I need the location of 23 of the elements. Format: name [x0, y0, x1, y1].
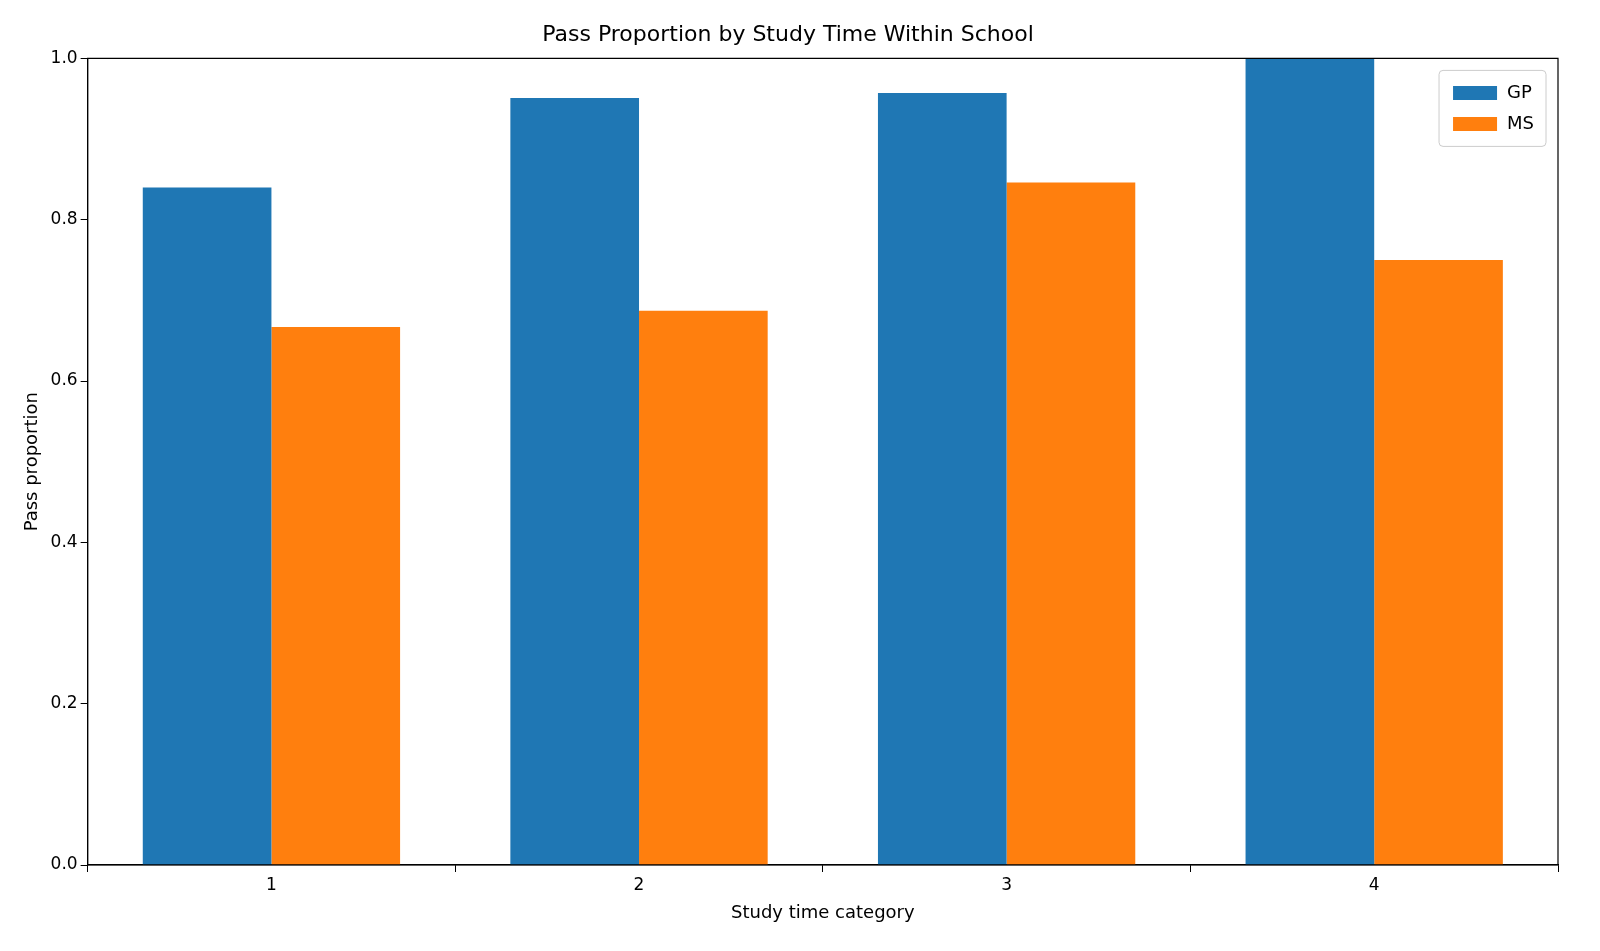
- x-tick-label: 1: [266, 873, 277, 894]
- bar: [271, 327, 401, 865]
- y-tick-label: 0.2: [50, 692, 78, 713]
- y-axis-title: Pass proportion: [20, 392, 42, 532]
- y-tick-label: 0.8: [50, 208, 78, 229]
- bar: [1245, 58, 1375, 865]
- y-tick-label: 0.0: [50, 853, 78, 874]
- y-tick-label: 0.4: [50, 530, 78, 551]
- x-tick-label: 3: [1001, 873, 1013, 894]
- x-axis-title: Study time category: [731, 900, 915, 922]
- chart-title: Pass Proportion by Study Time Within School: [542, 20, 1034, 46]
- x-tick-label: 2: [633, 873, 645, 894]
- bar: [639, 310, 768, 865]
- y-tick-label: 0.6: [50, 369, 78, 390]
- bar: [1006, 182, 1136, 865]
- x-tick-label: 4: [1368, 873, 1380, 894]
- bar: [510, 97, 640, 865]
- bar: [142, 187, 272, 865]
- bar: [1374, 260, 1503, 865]
- bar: [877, 93, 1007, 865]
- legend-label: GP: [1507, 80, 1532, 102]
- y-tick-label: 1.0: [50, 46, 78, 67]
- legend-label: MS: [1507, 111, 1535, 133]
